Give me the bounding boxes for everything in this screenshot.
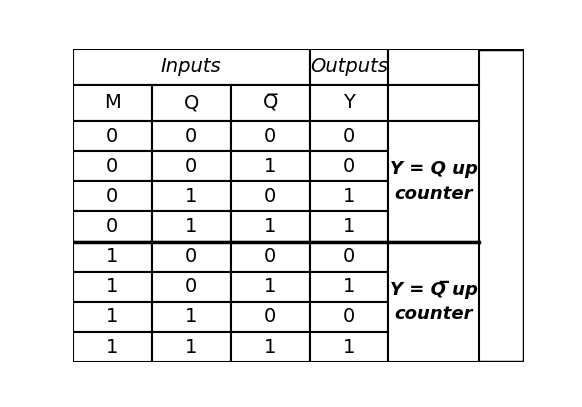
Text: 0: 0: [343, 247, 355, 266]
Text: M: M: [104, 93, 120, 112]
Text: counter: counter: [395, 305, 473, 323]
Bar: [230, 211, 310, 242]
Bar: [230, 151, 310, 181]
Bar: [73, 211, 152, 242]
Bar: [310, 151, 389, 181]
Bar: [230, 242, 310, 272]
Text: 0: 0: [106, 187, 118, 206]
Text: 1: 1: [264, 217, 276, 236]
Text: 1: 1: [264, 277, 276, 296]
Bar: [389, 49, 478, 85]
Text: 1: 1: [343, 277, 355, 296]
Text: 1: 1: [264, 338, 276, 357]
Text: 0: 0: [185, 277, 197, 296]
Text: 0: 0: [264, 307, 276, 326]
Text: 1: 1: [185, 187, 197, 206]
Bar: [230, 121, 310, 151]
Text: Y: Y: [343, 93, 355, 112]
Text: 0: 0: [106, 127, 118, 145]
Bar: [310, 121, 389, 151]
Text: Outputs: Outputs: [310, 57, 388, 77]
Bar: [73, 151, 152, 181]
Text: 1: 1: [106, 277, 118, 296]
Bar: [310, 242, 389, 272]
Text: 0: 0: [185, 247, 197, 266]
Bar: [310, 85, 389, 121]
Bar: [389, 85, 478, 121]
Bar: [230, 302, 310, 332]
Bar: [152, 242, 230, 272]
Text: 0: 0: [264, 247, 276, 266]
Bar: [73, 121, 152, 151]
Text: Q̅: Q̅: [262, 93, 278, 112]
Text: 0: 0: [264, 187, 276, 206]
Text: 1: 1: [343, 187, 355, 206]
Text: Y = Q up
counter: Y = Q up counter: [390, 160, 477, 203]
Text: 0: 0: [343, 157, 355, 176]
Text: 0: 0: [343, 127, 355, 145]
Bar: [73, 272, 152, 302]
Text: 1: 1: [106, 338, 118, 357]
Text: Y = Q̅ up: Y = Q̅ up: [390, 281, 477, 299]
Bar: [73, 85, 152, 121]
Bar: [230, 272, 310, 302]
Text: 1: 1: [343, 217, 355, 236]
Bar: [310, 302, 389, 332]
Bar: [73, 332, 152, 362]
Text: 0: 0: [106, 217, 118, 236]
Bar: [73, 242, 152, 272]
Bar: [152, 302, 230, 332]
Bar: [230, 85, 310, 121]
Bar: [230, 181, 310, 211]
Text: 0: 0: [343, 307, 355, 326]
Text: 1: 1: [185, 307, 197, 326]
Bar: [152, 332, 230, 362]
Bar: [152, 151, 230, 181]
Bar: [310, 181, 389, 211]
Text: 1: 1: [106, 307, 118, 326]
Bar: [152, 121, 230, 151]
Text: Inputs: Inputs: [161, 57, 222, 77]
Text: Q: Q: [183, 93, 199, 112]
Bar: [73, 49, 310, 85]
Bar: [152, 85, 230, 121]
Text: 0: 0: [185, 127, 197, 145]
Bar: [310, 211, 389, 242]
Text: 1: 1: [106, 247, 118, 266]
Bar: [310, 49, 389, 85]
Bar: [73, 181, 152, 211]
Bar: [310, 332, 389, 362]
Bar: [152, 181, 230, 211]
Bar: [152, 272, 230, 302]
Text: 1: 1: [264, 157, 276, 176]
Bar: [230, 332, 310, 362]
Text: 1: 1: [343, 338, 355, 357]
Bar: [73, 302, 152, 332]
Text: 0: 0: [264, 127, 276, 145]
Text: 1: 1: [185, 217, 197, 236]
Bar: [310, 272, 389, 302]
Bar: [152, 211, 230, 242]
Text: 0: 0: [106, 157, 118, 176]
Bar: [389, 242, 478, 362]
Bar: [389, 121, 478, 242]
Text: 0: 0: [185, 157, 197, 176]
Text: 1: 1: [185, 338, 197, 357]
